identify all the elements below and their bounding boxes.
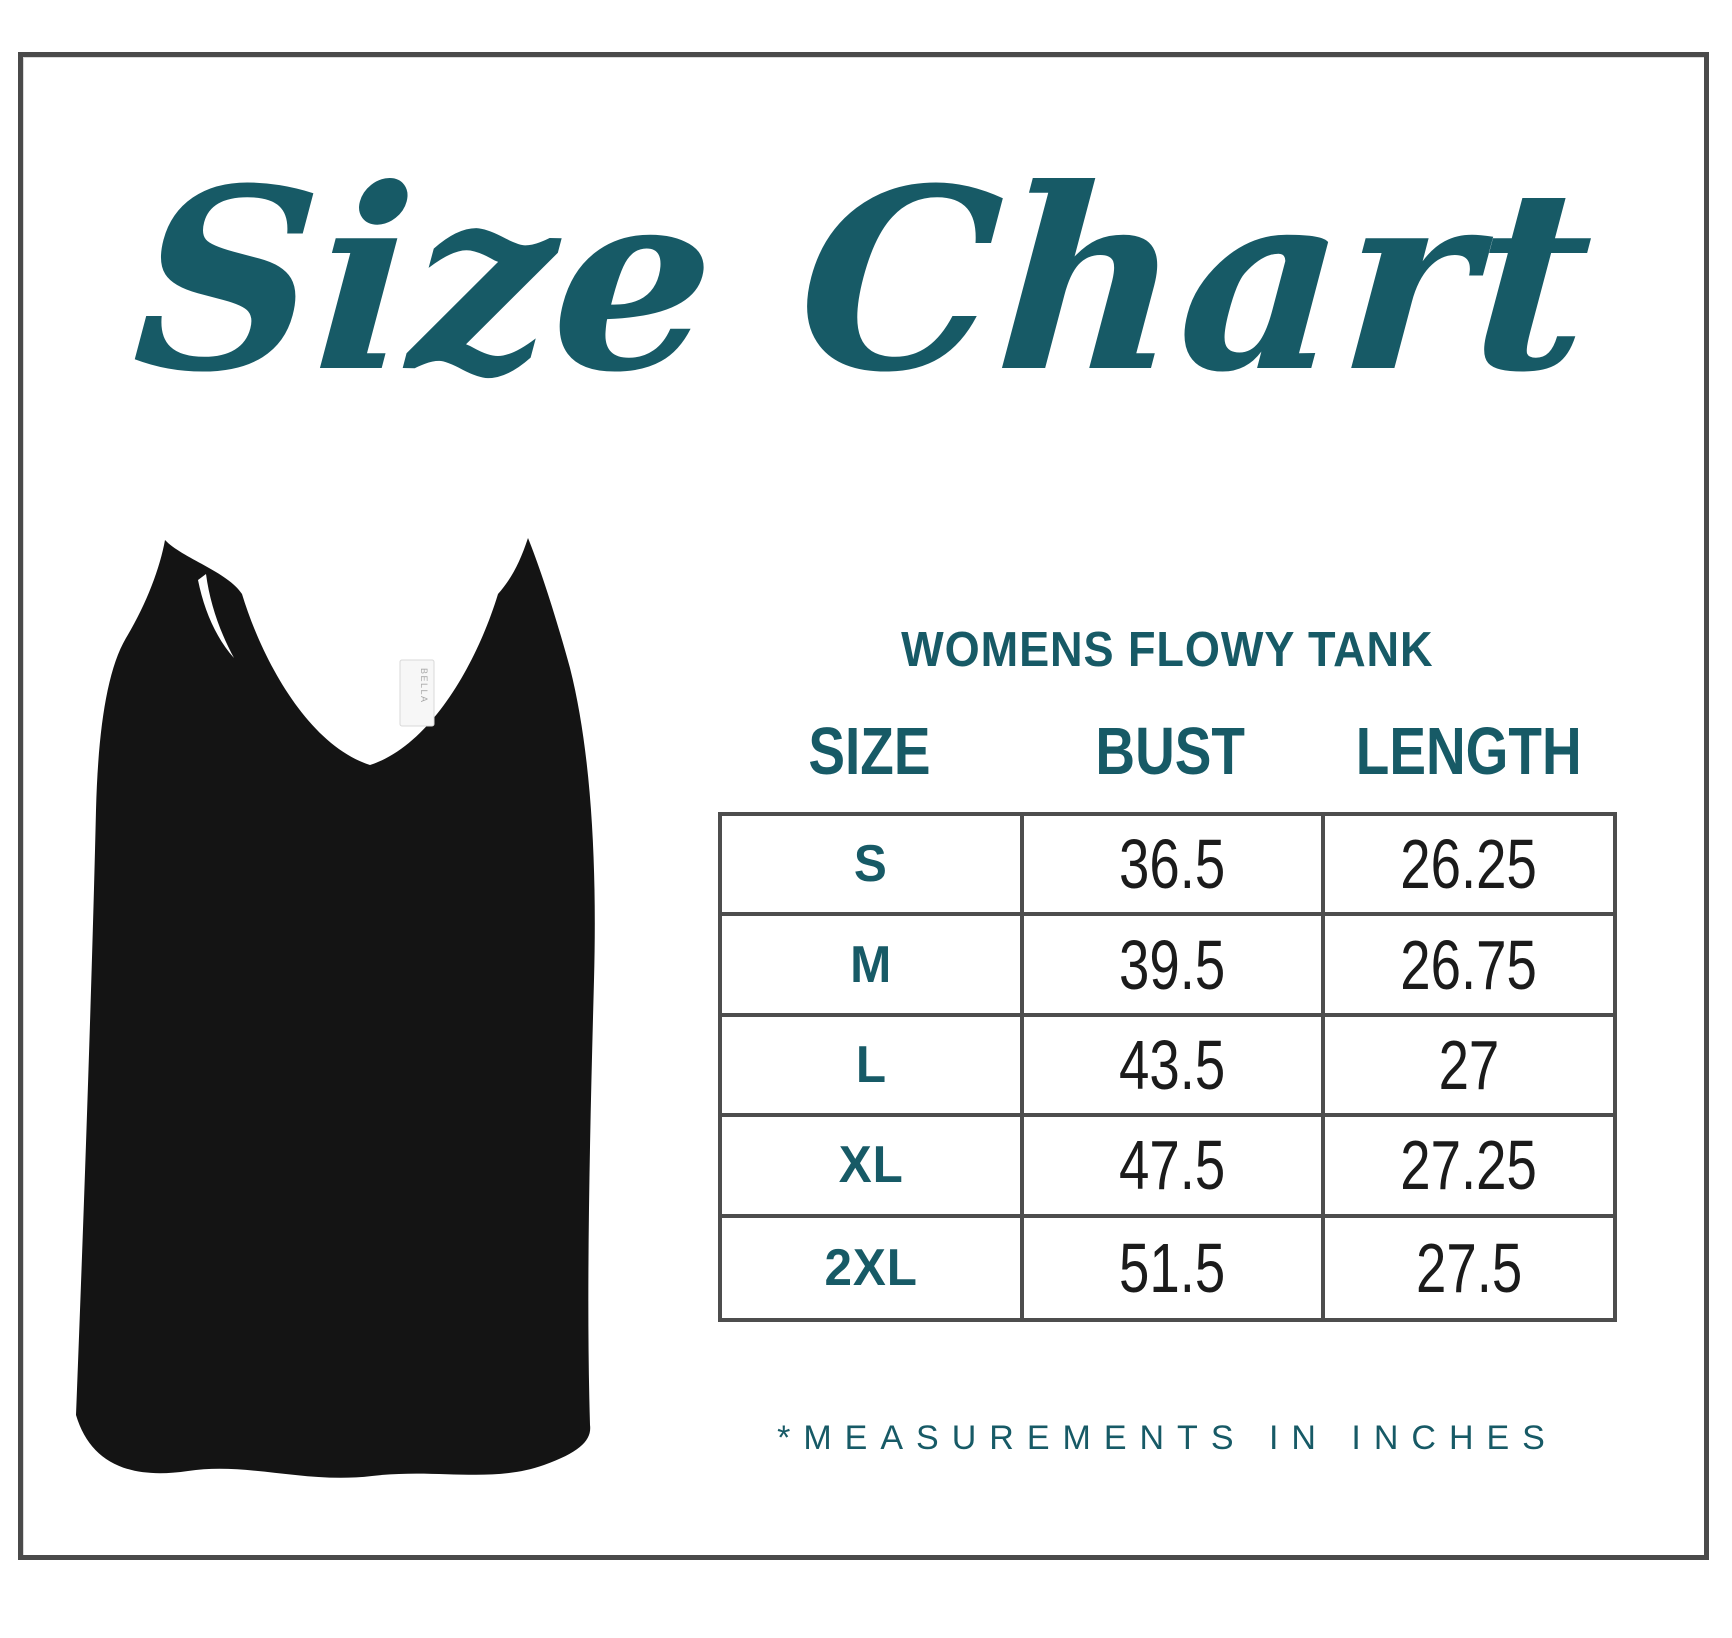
cell-bust-l: 43.5 — [1024, 1016, 1325, 1118]
cell-size-2xl: 2XL — [722, 1217, 1024, 1318]
cell-length-s: 26.25 — [1325, 816, 1613, 917]
column-header-length: LENGTH — [1356, 714, 1582, 789]
cell-bust-m: 39.5 — [1024, 916, 1325, 1017]
right-armhole-slit — [460, 572, 495, 656]
title-area: Size Chart — [18, 80, 1709, 480]
cell-length-xl: 27.25 — [1325, 1117, 1613, 1218]
cell-length-m: 26.75 — [1325, 916, 1613, 1017]
cell-size-s: S — [722, 816, 1024, 917]
tank-top-silhouette — [76, 538, 595, 1478]
cell-size-l: L — [722, 1016, 1024, 1118]
page-title: Size Chart — [126, 133, 1601, 427]
cell-size-xl: XL — [722, 1117, 1024, 1218]
left-armhole-slit — [198, 574, 234, 658]
size-table: S 36.5 26.25 M 39.5 26.75 L 43.5 27 XL 4… — [718, 812, 1617, 1322]
cell-length-2xl: 27.5 — [1325, 1217, 1613, 1318]
cell-bust-xl: 47.5 — [1024, 1117, 1325, 1218]
measurements-footnote: *MEASUREMENTS IN INCHES — [777, 1419, 1558, 1457]
product-name: WOMENS FLOWY TANK — [901, 623, 1434, 677]
size-table-headers: SIZE BUST LENGTH — [718, 718, 1617, 785]
column-header-bust: BUST — [1095, 714, 1246, 789]
cell-size-m: M — [722, 916, 1024, 1017]
product-photo-tank: BELLA — [70, 510, 670, 1520]
tank-top-illustration: BELLA — [76, 538, 595, 1478]
cell-bust-s: 36.5 — [1024, 816, 1325, 917]
product-name-heading: WOMENS FLOWY TANK — [718, 626, 1617, 675]
neck-tag-label: BELLA — [419, 668, 429, 704]
cell-bust-2xl: 51.5 — [1024, 1217, 1325, 1318]
column-header-size: SIZE — [807, 714, 931, 789]
neck-tag — [399, 659, 435, 727]
cell-length-l: 27 — [1325, 1016, 1613, 1118]
